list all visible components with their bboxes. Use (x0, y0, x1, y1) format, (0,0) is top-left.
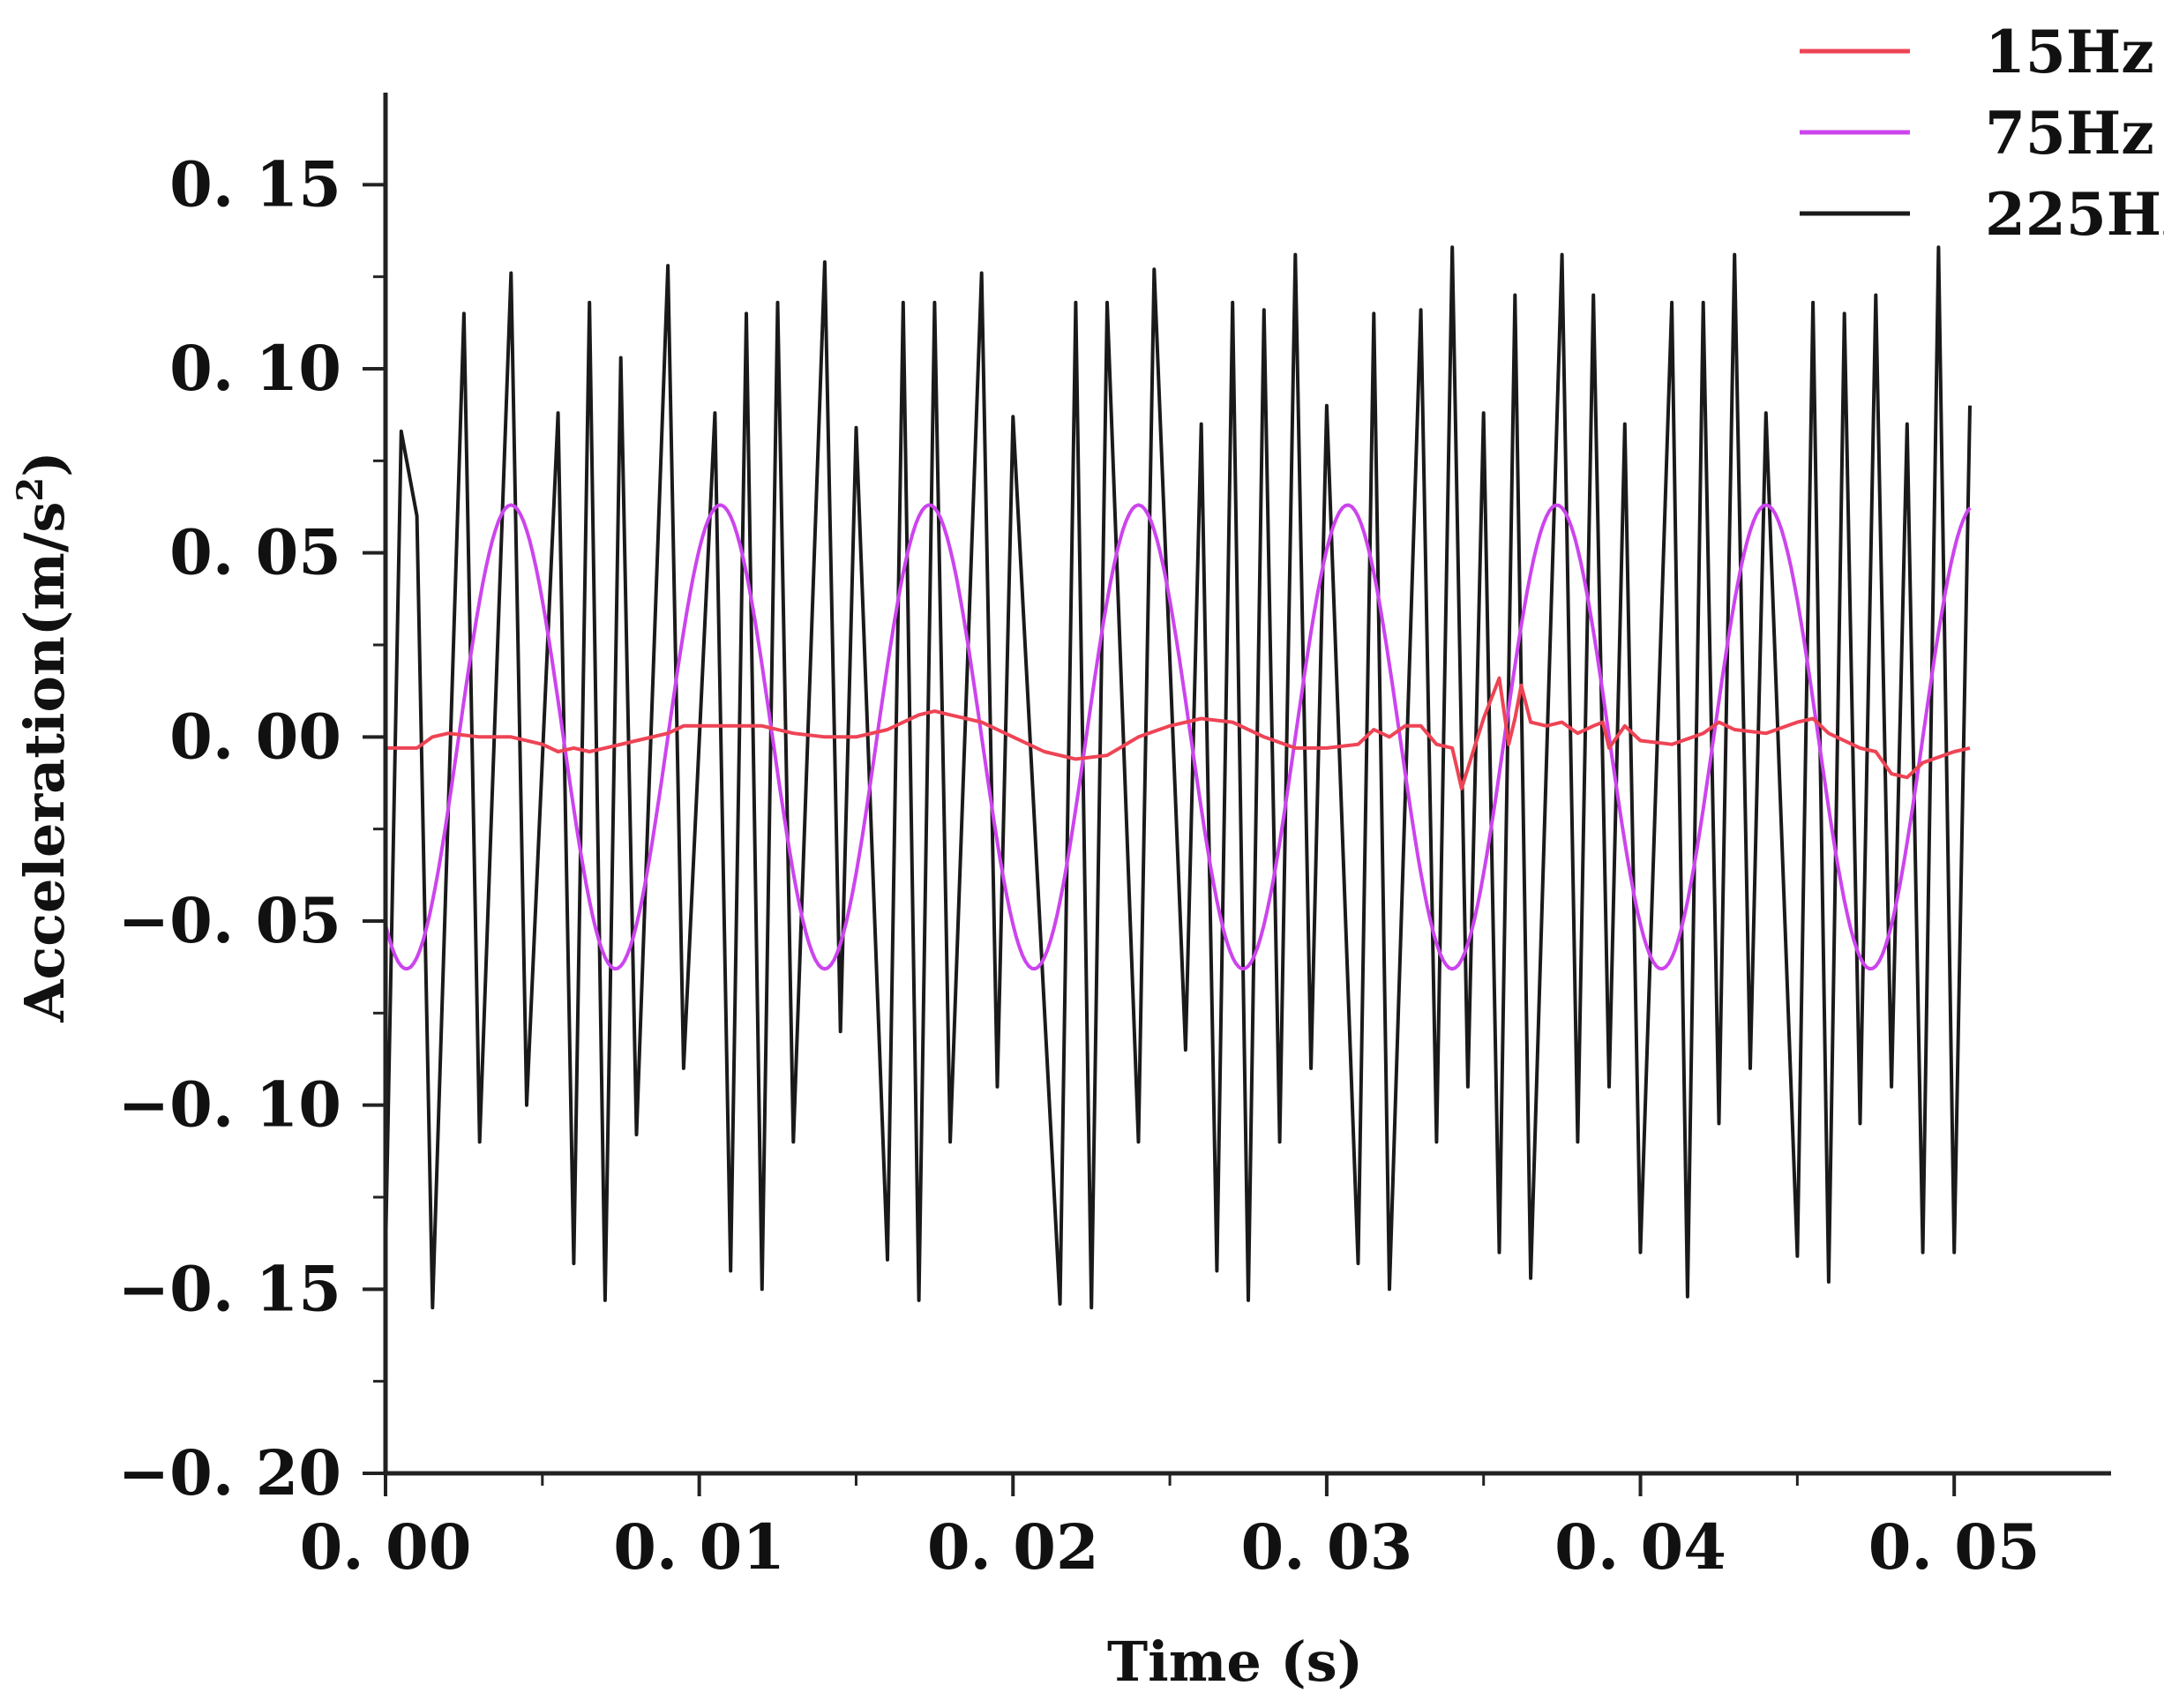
y-tick-label: −0. 20 (117, 1436, 341, 1509)
y-axis-title: Acceleration(m/s2) (10, 451, 77, 1023)
y-tick-label: 0. 15 (169, 147, 341, 221)
y-tick-label: 0. 00 (169, 700, 341, 773)
legend-label-225hz: 225Hz (1985, 180, 2164, 249)
series-layer (384, 245, 1972, 1310)
plot-area: 0. 15 0. 10 0. 05 0. 00 −0. 05 −0. 10 −0. 15 −0… (117, 93, 2111, 1584)
y-axis-title-base: Acceleration(m/s (12, 502, 77, 1023)
series-line-15hz (386, 676, 1971, 790)
x-tick-label: 0. 00 (300, 1510, 472, 1584)
legend-label-75hz: 75Hz (1985, 99, 2154, 168)
x-axis-title: Time (s) (1107, 1629, 1363, 1694)
legend: 15Hz 75Hz 225Hz (1800, 18, 2164, 249)
series-line-75hz (384, 503, 1972, 971)
x-tick-label: 0. 01 (613, 1510, 785, 1584)
y-tick-label: −0. 15 (117, 1252, 341, 1325)
x-tick-label: 0. 03 (1240, 1510, 1412, 1584)
y-axis-title-close: ) (12, 451, 77, 476)
x-tick-label: 0. 02 (927, 1510, 1099, 1584)
legend-label-15hz: 15Hz (1985, 18, 2154, 86)
y-tick-label: 0. 05 (169, 516, 341, 589)
y-axis-ticks: 0. 15 0. 10 0. 05 0. 00 −0. 05 −0. 10 −0. 15 −0… (117, 147, 386, 1509)
y-axis-title-superscript: 2 (10, 477, 51, 502)
x-axis-ticks: 0. 00 0. 01 0. 02 0. 03 0. 04 0. 05 (300, 1473, 2040, 1584)
y-tick-label: −0. 10 (117, 1068, 341, 1142)
x-tick-label: 0. 04 (1554, 1510, 1726, 1584)
y-tick-label: −0. 05 (117, 884, 341, 957)
y-tick-label: 0. 10 (169, 332, 341, 405)
x-tick-label: 0. 05 (1868, 1510, 2040, 1584)
series-line-225hz (384, 245, 1972, 1310)
